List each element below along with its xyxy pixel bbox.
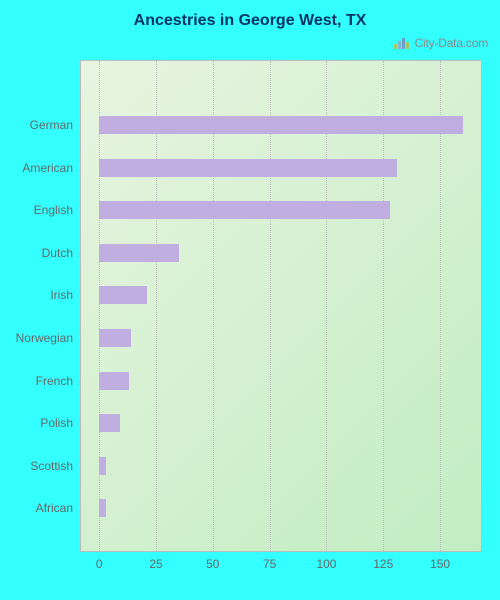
gridline bbox=[156, 61, 157, 551]
chart-container: Ancestries in George West, TX City-Data.… bbox=[0, 0, 500, 600]
gridline bbox=[440, 61, 441, 551]
y-tick-label: Norwegian bbox=[5, 331, 73, 345]
bar bbox=[99, 457, 106, 475]
bar bbox=[99, 201, 390, 219]
x-tick-label: 125 bbox=[373, 557, 393, 571]
bar bbox=[99, 286, 147, 304]
bar bbox=[99, 414, 119, 432]
gridline bbox=[270, 61, 271, 551]
y-tick-label: Irish bbox=[5, 288, 73, 302]
y-tick-label: American bbox=[5, 161, 73, 175]
bar bbox=[99, 116, 463, 134]
chart-title: Ancestries in George West, TX bbox=[0, 12, 500, 30]
x-tick-label: 50 bbox=[206, 557, 219, 571]
bar bbox=[99, 244, 179, 262]
bar-chart-icon bbox=[393, 36, 411, 50]
plot-area: 0255075100125150GermanAmericanEnglishDut… bbox=[80, 60, 482, 552]
gridline bbox=[383, 61, 384, 551]
y-tick-label: French bbox=[5, 374, 73, 388]
gridline bbox=[99, 61, 100, 551]
x-tick-label: 25 bbox=[149, 557, 162, 571]
x-tick-label: 100 bbox=[316, 557, 336, 571]
logo: City-Data.com bbox=[393, 36, 488, 50]
y-tick-label: German bbox=[5, 118, 73, 132]
bar bbox=[99, 499, 106, 517]
x-tick-label: 75 bbox=[263, 557, 276, 571]
y-tick-label: Scottish bbox=[5, 459, 73, 473]
logo-text: City-Data.com bbox=[415, 36, 488, 50]
x-tick-label: 0 bbox=[96, 557, 103, 571]
y-tick-label: African bbox=[5, 501, 73, 515]
bar bbox=[99, 329, 131, 347]
gridline bbox=[326, 61, 327, 551]
bar bbox=[99, 372, 129, 390]
y-tick-label: English bbox=[5, 203, 73, 217]
y-tick-label: Dutch bbox=[5, 246, 73, 260]
x-tick-label: 150 bbox=[430, 557, 450, 571]
y-tick-label: Polish bbox=[5, 416, 73, 430]
gridline bbox=[213, 61, 214, 551]
bar bbox=[99, 159, 397, 177]
